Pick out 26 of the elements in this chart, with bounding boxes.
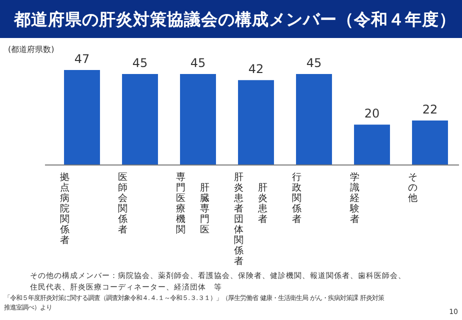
bar bbox=[180, 74, 216, 165]
x-tick-label: 行政関係者 bbox=[292, 172, 302, 225]
text: 肝臓専門医 bbox=[200, 182, 210, 236]
category-label: 団体関係者 bbox=[234, 214, 244, 267]
x-tick-label: 専門医療機関 bbox=[176, 171, 186, 236]
x-tick-label: 医師会関係者 bbox=[118, 172, 128, 236]
data-label: 47 bbox=[74, 52, 90, 66]
bar bbox=[354, 124, 390, 165]
text: 肝炎患者 bbox=[258, 182, 268, 225]
text: 肝炎患者 bbox=[233, 172, 244, 214]
bar bbox=[412, 120, 448, 165]
data-label: 45 bbox=[306, 56, 322, 70]
bar bbox=[64, 70, 100, 165]
x-tick-label: その他 bbox=[408, 172, 418, 204]
x-tick-label: 学識経験者 bbox=[349, 171, 360, 225]
y-axis-title: (都道府県数) bbox=[8, 45, 54, 54]
chart-title: 都道府県の肝炎対策協議会の構成メンバー（令和４年度） bbox=[13, 10, 456, 29]
data-label: 20 bbox=[364, 106, 380, 121]
data-label: 22 bbox=[422, 102, 438, 117]
bar bbox=[238, 80, 274, 165]
x-tick-label: 拠点病院関係者 bbox=[60, 171, 70, 246]
bar bbox=[122, 74, 158, 165]
bar bbox=[296, 74, 332, 165]
data-label: 45 bbox=[190, 56, 206, 70]
data-label: 42 bbox=[248, 62, 264, 76]
data-label: 45 bbox=[132, 56, 148, 70]
